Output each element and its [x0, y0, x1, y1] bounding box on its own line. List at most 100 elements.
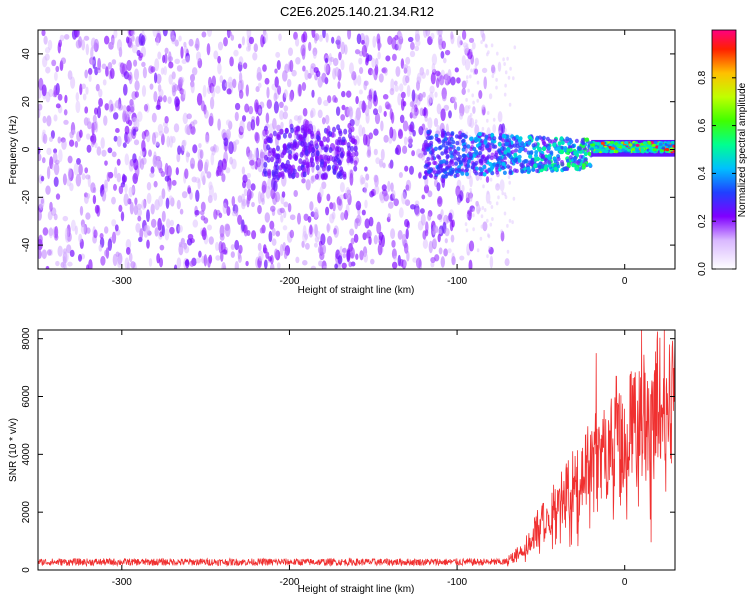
spectrogram-cell [53, 114, 58, 122]
spectrogram-cell [266, 144, 271, 151]
spectrogram-cell [380, 148, 385, 161]
spectrogram-cell [64, 227, 69, 241]
snr-y-tick-label: 8000 [21, 327, 32, 350]
spectrogram-cell [104, 103, 110, 111]
spectrogram-cell [423, 151, 428, 156]
spectrogram-cell [143, 224, 149, 238]
spectrogram-cell [159, 244, 165, 251]
spectrogram-x-tick-label: 0 [622, 276, 628, 287]
spectrogram-cell [472, 169, 477, 174]
spectrogram-cell [200, 170, 206, 182]
spectrogram-cell [322, 136, 327, 143]
spectrogram-cell [406, 65, 412, 77]
spectrogram-cell [150, 218, 157, 228]
spectrogram-cell [85, 174, 91, 180]
spectrogram-cell [286, 144, 291, 150]
spectrogram-cell [461, 80, 467, 89]
spectrogram-cell [184, 259, 190, 267]
spectrogram-cell [543, 166, 548, 171]
spectrogram-cell [128, 252, 133, 263]
spectrogram-cell [363, 252, 369, 263]
spectrogram-cell [276, 133, 281, 140]
spectrogram-cell [38, 89, 42, 99]
spectrogram-cell [486, 190, 490, 195]
spectrogram-cell [455, 172, 460, 178]
spectrogram-cell [302, 259, 308, 266]
spectrogram-cell [429, 85, 435, 94]
spectrogram-cell [465, 97, 468, 102]
spectrogram-cell [338, 51, 342, 61]
spectrogram-cell [169, 135, 174, 148]
spectrogram-cell [217, 118, 221, 131]
spectrogram-cell [513, 152, 518, 157]
spectrogram-cell [311, 89, 315, 98]
spectrogram-cell [122, 110, 127, 123]
spectrogram-cell [552, 142, 557, 148]
spectrogram-cell [274, 76, 279, 88]
spectrogram-cell [661, 146, 666, 150]
spectrogram-cell [504, 258, 510, 267]
spectrogram-cell [477, 209, 480, 214]
spectrogram-cell [353, 145, 358, 152]
spectrogram-cell [670, 140, 675, 145]
spectrogram-cell [497, 142, 502, 147]
spectrogram-cell [441, 174, 446, 179]
spectrogram-cell [272, 130, 277, 137]
spectrogram-cell [41, 84, 47, 97]
spectrogram-cell [591, 143, 596, 147]
spectrogram-cell [93, 229, 98, 239]
spectrogram-cell [246, 229, 251, 237]
spectrogram-cell [257, 191, 262, 205]
spectrogram-cell [616, 144, 621, 148]
spectrogram-cell [190, 80, 195, 94]
spectrogram-cell [427, 213, 432, 221]
spectrogram-cell [319, 140, 324, 147]
spectrogram-cell [391, 240, 396, 248]
spectrogram-cell [66, 177, 72, 187]
spectrogram-cell [405, 56, 411, 65]
spectrogram-cell [665, 148, 670, 152]
spectrogram-cell [62, 256, 67, 269]
spectrogram-cell [225, 129, 231, 140]
spectrogram-cell [501, 143, 506, 148]
spectrogram-cell [297, 115, 303, 121]
spectrogram-cell [451, 96, 457, 102]
spectrogram-cell [572, 156, 577, 162]
spectrogram-cell [181, 191, 188, 199]
spectrogram-cell [260, 151, 266, 159]
spectrogram-cell [581, 141, 586, 146]
spectrogram-cell [38, 234, 43, 244]
spectrogram-cell [427, 190, 433, 198]
spectrogram-cell [365, 112, 370, 124]
spectrogram-cell [491, 74, 495, 79]
spectrogram-cell [463, 162, 468, 167]
spectrogram-cell [472, 100, 475, 105]
spectrogram-cell [295, 172, 300, 179]
spectrogram-cell [438, 163, 443, 169]
spectrogram-cell [154, 58, 160, 72]
spectrogram-cell [571, 162, 576, 168]
spectrogram-cell [307, 216, 312, 223]
spectrogram-cell [223, 36, 228, 47]
spectrogram-cell [47, 39, 53, 51]
spectrogram-cell [257, 204, 262, 215]
spectrogram-cell [276, 145, 280, 152]
spectrogram-cell [325, 136, 330, 143]
spectrogram-cell [234, 102, 241, 111]
spectrogram-cell [547, 163, 552, 168]
spectrogram-cell [300, 140, 305, 147]
spectrogram-cell [411, 150, 416, 157]
spectrogram-cell [635, 143, 640, 147]
spectrogram-cell [342, 171, 347, 178]
spectrogram-cell [484, 43, 488, 48]
spectrogram-cell [95, 83, 100, 92]
spectrogram-cell [211, 86, 216, 99]
spectrogram-cell [158, 130, 164, 136]
spectrogram-cell [217, 41, 224, 51]
spectrogram-cell [254, 147, 258, 161]
spectrogram-cell [578, 154, 583, 159]
spectrogram-cell [343, 128, 348, 135]
spectrogram-cell [289, 214, 296, 221]
spectrogram-cell [113, 135, 118, 142]
spectrogram-cell [200, 100, 205, 112]
